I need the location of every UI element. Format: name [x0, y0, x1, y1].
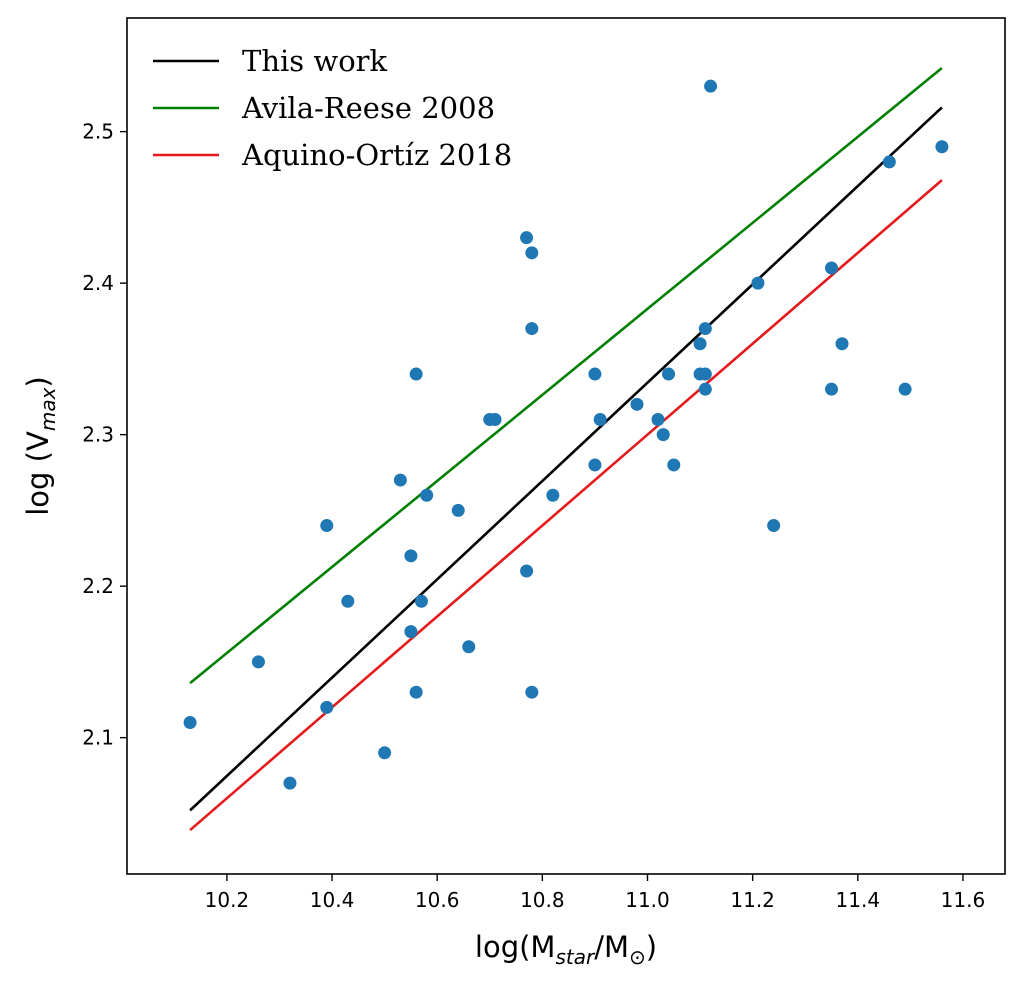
x-axis-label: log(Mstar/M⊙)	[475, 930, 657, 969]
fit-line-0	[189, 106, 943, 812]
data-point-45	[935, 140, 949, 154]
data-point-2	[283, 776, 297, 790]
y-tick-label-1: 2.2	[82, 574, 114, 598]
data-point-21	[525, 322, 539, 336]
data-point-4	[320, 700, 334, 714]
data-point-19	[520, 564, 534, 578]
data-point-36	[698, 382, 712, 396]
data-point-37	[704, 79, 718, 93]
data-points	[183, 79, 949, 790]
y-tick-label-4: 2.5	[82, 120, 114, 144]
data-point-15	[462, 640, 476, 654]
data-point-3	[320, 519, 334, 533]
data-point-39	[767, 519, 781, 533]
data-point-26	[593, 412, 607, 426]
x-axis-label-sub-sun: ⊙	[629, 945, 646, 969]
data-point-27	[630, 397, 644, 411]
data-point-22	[525, 685, 539, 699]
x-tick-label-3: 10.8	[520, 888, 565, 912]
data-point-10	[409, 367, 423, 381]
data-point-7	[393, 473, 407, 487]
data-point-18	[520, 231, 534, 245]
data-point-20	[525, 246, 539, 260]
data-point-31	[667, 458, 681, 472]
x-tick-label-7: 11.6	[941, 888, 986, 912]
y-tick-label-2: 2.3	[82, 423, 114, 447]
x-axis-label-sub-star: star	[555, 945, 596, 969]
data-point-42	[835, 337, 849, 351]
x-axis-ticks: 10.2 10.4 10.6 10.8 11.0 11.2 11.4 11.6	[205, 874, 986, 912]
x-tick-label-6: 11.4	[836, 888, 881, 912]
y-axis-ticks: 2.1 2.2 2.3 2.4 2.5	[82, 120, 127, 750]
data-point-29	[656, 428, 670, 442]
fit-line-2	[189, 179, 943, 832]
data-point-38	[751, 276, 765, 290]
data-point-34	[698, 322, 712, 336]
data-point-43	[882, 155, 896, 169]
data-point-17	[488, 412, 502, 426]
data-point-35	[698, 367, 712, 381]
x-axis-label-mid: /M	[594, 930, 629, 964]
y-tick-label-0: 2.1	[82, 726, 114, 750]
data-point-5	[341, 594, 355, 608]
fit-lines	[189, 66, 943, 832]
x-tick-label-2: 10.6	[415, 888, 460, 912]
legend-label-2: Aquino-Ortíz 2018	[241, 138, 512, 172]
data-point-30	[662, 367, 676, 381]
y-axis-label-sub-max: max	[36, 387, 60, 431]
y-axis-label-suffix: )	[21, 376, 55, 387]
legend-label-0: This work	[242, 44, 388, 78]
data-point-11	[409, 685, 423, 699]
data-point-32	[693, 337, 707, 351]
data-point-44	[898, 382, 912, 396]
data-point-6	[378, 746, 392, 760]
data-point-41	[825, 382, 839, 396]
data-point-28	[651, 412, 665, 426]
data-point-9	[404, 625, 418, 639]
y-axis-label: log (Vmax)	[21, 376, 60, 516]
legend: This work Avila-Reese 2008 Aquino-Ortíz 20…	[153, 44, 512, 172]
legend-label-1: Avila-Reese 2008	[241, 91, 495, 125]
y-axis-label-prefix: log (V	[21, 431, 55, 516]
y-tick-label-3: 2.4	[82, 271, 114, 295]
data-point-14	[451, 503, 465, 517]
data-point-24	[588, 367, 602, 381]
data-point-8	[404, 549, 418, 563]
x-tick-label-4: 11.0	[625, 888, 670, 912]
data-point-12	[414, 594, 428, 608]
x-tick-label-5: 11.2	[730, 888, 775, 912]
data-point-0	[183, 715, 197, 729]
data-point-40	[825, 261, 839, 275]
x-tick-label-1: 10.4	[310, 888, 355, 912]
x-axis-label-prefix: log(M	[475, 930, 556, 964]
data-point-13	[420, 488, 434, 502]
fit-line-1	[189, 66, 943, 685]
x-axis-label-suffix: )	[646, 930, 657, 964]
data-point-1	[251, 655, 265, 669]
data-point-23	[546, 488, 560, 502]
x-tick-label-0: 10.2	[205, 888, 250, 912]
data-point-25	[588, 458, 602, 472]
